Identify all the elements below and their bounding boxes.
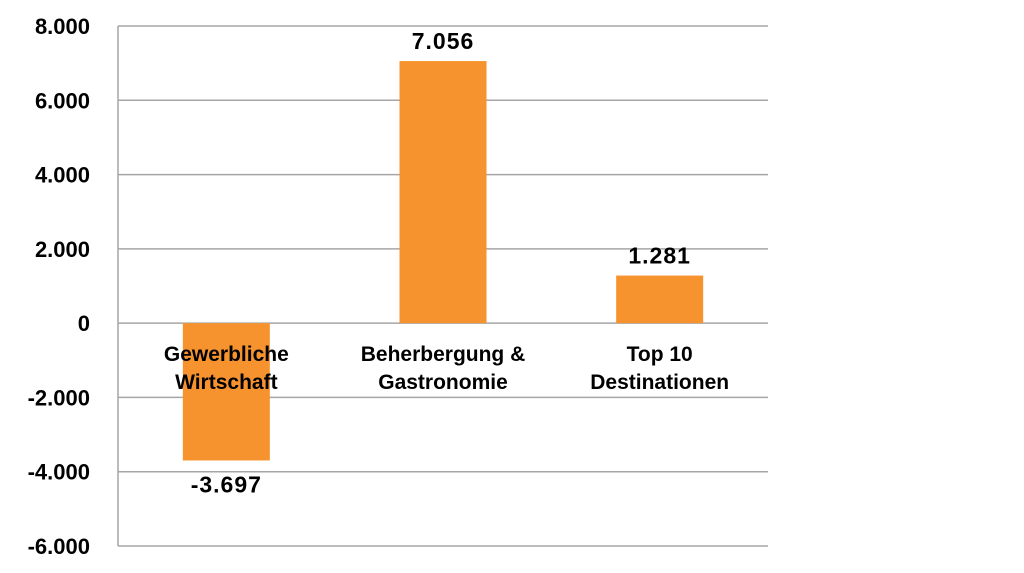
- y-axis: 8.000 6.000 4.000 2.000 0 -2.000 -4.000 -6.000: [28, 14, 119, 559]
- category-label: Top 10: [627, 343, 693, 366]
- bars: [182, 61, 704, 461]
- category-label: Wirtschaft: [175, 371, 278, 394]
- category-labels: Gewerbliche Wirtschaft Beherbergung & Gastr…: [164, 343, 729, 394]
- data-label: -3.697: [191, 471, 262, 497]
- y-tick-label: 0: [78, 311, 90, 336]
- bar: [616, 275, 704, 324]
- data-label: 1.281: [628, 243, 691, 269]
- y-tick-label: 6.000: [35, 88, 90, 113]
- category-label: Beherbergung &: [361, 343, 526, 366]
- y-tick-label: 8.000: [35, 14, 90, 39]
- category-label: Destinationen: [590, 371, 729, 394]
- bar: [399, 61, 487, 324]
- category-label: Gastronomie: [378, 371, 508, 394]
- y-tick-label: -2.000: [28, 385, 90, 410]
- y-tick-label: 4.000: [35, 163, 90, 188]
- y-tick-label: 2.000: [35, 237, 90, 262]
- data-label: 7.056: [412, 28, 475, 54]
- category-label: Gewerbliche: [164, 343, 289, 366]
- bar: [182, 323, 270, 461]
- y-tick-label: -6.000: [28, 534, 90, 559]
- y-tick-label: -4.000: [28, 460, 90, 485]
- data-labels: -3.697 7.056 1.281: [191, 28, 691, 497]
